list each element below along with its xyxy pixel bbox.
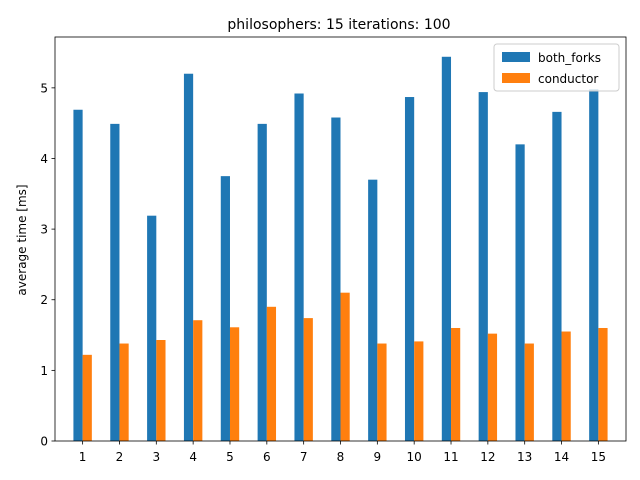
- x-tick-label-6: 6: [263, 450, 271, 464]
- x-tick-label-15: 15: [591, 450, 606, 464]
- bar-conductor-1: [82, 354, 92, 441]
- bar-both_forks-6: [257, 123, 267, 442]
- chart-title: philosophers: 15 iterations: 100: [227, 17, 450, 33]
- bar-conductor-10: [414, 341, 424, 441]
- bar-conductor-6: [266, 306, 277, 441]
- x-tick-label-1: 1: [79, 450, 87, 464]
- x-tick-label-9: 9: [374, 450, 382, 464]
- bar-both_forks-8: [331, 117, 341, 442]
- y-tick-label-1: 1: [40, 364, 48, 378]
- legend-label-conductor: conductor: [538, 72, 598, 86]
- y-tick-label-3: 3: [40, 223, 48, 237]
- x-tick-label-11: 11: [443, 450, 458, 464]
- bar-both_forks-9: [368, 179, 378, 442]
- y-tick-label-0: 0: [40, 435, 48, 449]
- legend-label-both_forks: both_forks: [538, 51, 601, 65]
- y-axis-label: average time [ms]: [15, 184, 29, 295]
- bar-conductor-14: [561, 331, 571, 441]
- legend-swatch-conductor: [502, 73, 530, 83]
- x-tick-label-12: 12: [480, 450, 495, 464]
- bar-both_forks-7: [294, 93, 304, 441]
- bar-both_forks-11: [441, 56, 452, 441]
- bar-conductor-3: [156, 340, 166, 441]
- bar-conductor-2: [119, 343, 129, 441]
- bar-conductor-5: [229, 327, 240, 441]
- bar-both_forks-12: [478, 92, 488, 441]
- x-tick-label-4: 4: [189, 450, 197, 464]
- y-tick-label-4: 4: [40, 152, 48, 166]
- legend-swatch-both_forks: [502, 52, 530, 62]
- bar-conductor-9: [377, 343, 387, 441]
- x-tick-label-14: 14: [554, 450, 569, 464]
- bar-both_forks-2: [110, 123, 120, 442]
- y-tick-label-5: 5: [40, 81, 48, 95]
- bar-conductor-8: [340, 292, 350, 441]
- bar-conductor-4: [193, 320, 203, 441]
- bars-layer: [73, 56, 608, 442]
- bar-conductor-7: [303, 318, 313, 441]
- bar-both_forks-4: [183, 73, 194, 441]
- x-tick-label-10: 10: [407, 450, 422, 464]
- bar-conductor-15: [598, 327, 608, 441]
- y-tick-label-2: 2: [40, 293, 48, 307]
- x-tick-label-7: 7: [300, 450, 308, 464]
- x-tick-label-8: 8: [337, 450, 345, 464]
- bar-both_forks-13: [515, 144, 525, 442]
- bar-conductor-13: [524, 343, 534, 441]
- bar-conductor-12: [487, 333, 498, 441]
- x-tick-label-5: 5: [226, 450, 234, 464]
- bar-both_forks-10: [404, 97, 415, 441]
- bar-both_forks-14: [552, 111, 562, 442]
- x-tick-label-3: 3: [152, 450, 160, 464]
- bar-both_forks-5: [220, 176, 230, 441]
- bar-both_forks-15: [589, 89, 599, 442]
- bar-both_forks-1: [73, 109, 83, 441]
- legend: both_forks conductor: [493, 43, 620, 92]
- x-tick-label-2: 2: [116, 450, 124, 464]
- bar-both_forks-3: [147, 215, 157, 441]
- x-tick-label-13: 13: [517, 450, 532, 464]
- bar-conductor-11: [451, 327, 461, 441]
